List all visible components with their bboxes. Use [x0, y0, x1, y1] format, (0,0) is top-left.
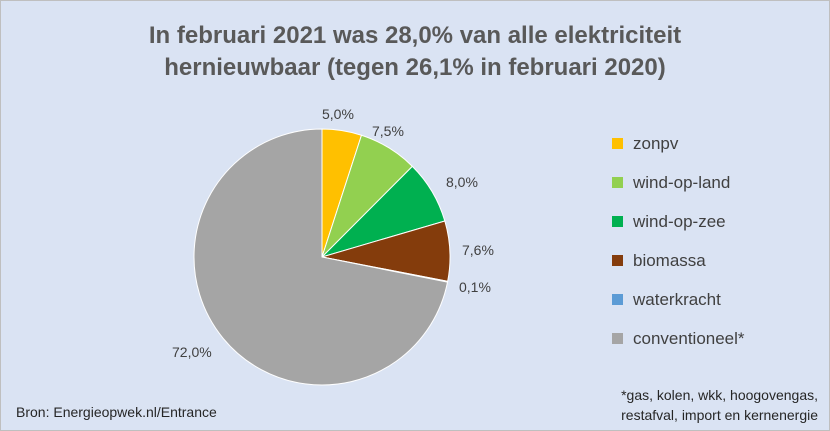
legend-item-conventioneel: conventioneel* — [612, 327, 745, 350]
legend-label: waterkracht — [633, 289, 721, 309]
legend-item-wind-op-land: wind-op-land — [612, 171, 745, 194]
legend-label: zonpv — [633, 133, 679, 153]
legend-item-zonpv: zonpv — [612, 132, 745, 155]
chart-title: In februari 2021 was 28,0% van alle elek… — [0, 20, 830, 84]
slice-label-zonpv: 5,0% — [322, 106, 354, 122]
slice-label-conventioneel: 72,0% — [172, 344, 212, 360]
legend-swatch — [612, 333, 623, 344]
footnote-line-1: *gas, kolen, wkk, hoogovengas, — [621, 387, 818, 403]
legend-label: wind-op-zee — [633, 211, 726, 231]
legend-label: biomassa — [633, 250, 706, 270]
slice-label-wind-op-land: 7,5% — [372, 123, 404, 139]
legend-swatch — [612, 138, 623, 149]
pie-slice-conventioneel — [193, 128, 449, 386]
chart-title-line-2: hernieuwbaar (tegen 26,1% in februari 20… — [164, 54, 666, 81]
legend-label: wind-op-land — [633, 172, 731, 192]
legend-item-biomassa: biomassa — [612, 249, 745, 272]
slice-label-waterkracht: 0,1% — [459, 279, 491, 295]
legend-swatch — [612, 294, 623, 305]
footnote: *gas, kolen, wkk, hoogovengas, restafval… — [621, 385, 818, 425]
legend-swatch — [612, 177, 623, 188]
slice-label-biomassa: 7,6% — [462, 242, 494, 258]
legend-label: conventioneel* — [633, 328, 745, 348]
legend-item-wind-op-zee: wind-op-zee — [612, 210, 745, 233]
source-text: Bron: Energieopwek.nl/Entrance — [16, 404, 217, 420]
legend-swatch — [612, 255, 623, 266]
legend: zonpv wind-op-land wind-op-zee biomassa wate… — [612, 132, 745, 366]
footnote-line-2: restafval, import en kernenergie — [621, 407, 818, 423]
legend-item-waterkracht: waterkracht — [612, 288, 745, 311]
chart-title-line-1: In februari 2021 was 28,0% van alle elek… — [148, 22, 682, 49]
legend-swatch — [612, 216, 623, 227]
slice-label-wind-op-zee: 8,0% — [446, 174, 478, 190]
